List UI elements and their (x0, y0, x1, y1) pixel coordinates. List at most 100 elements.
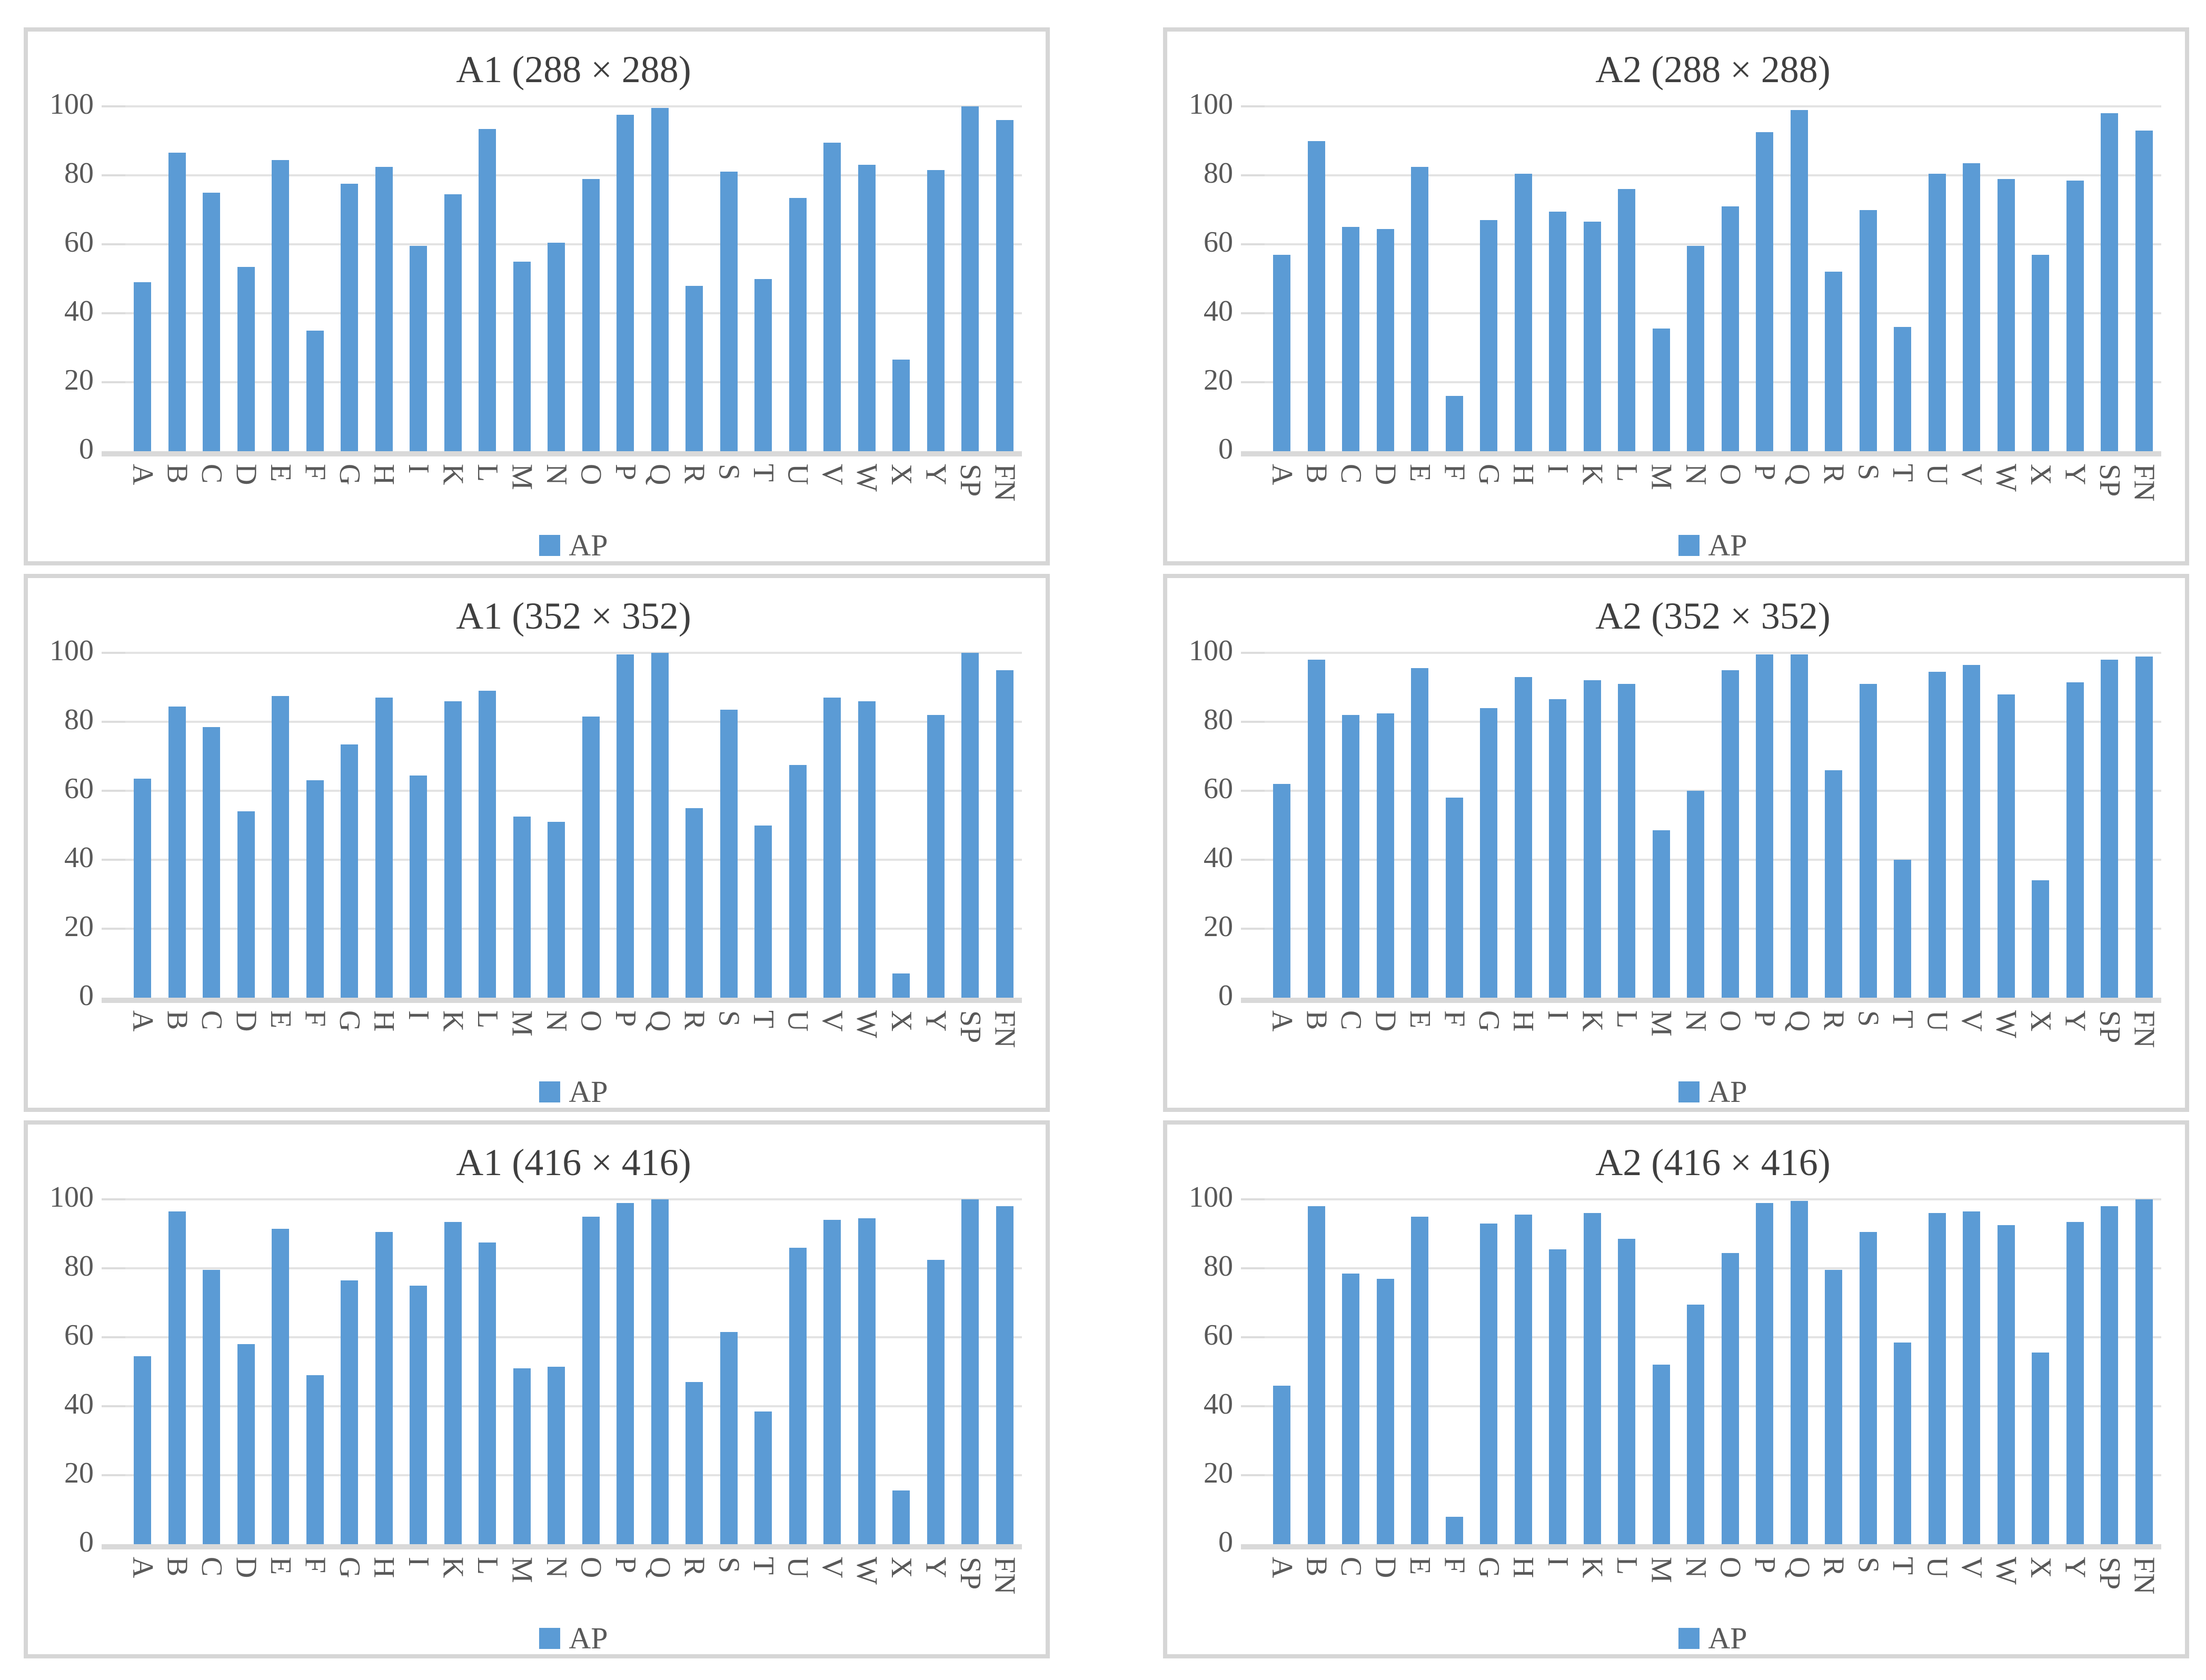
y-axis-tick-label: 80 (1204, 157, 1233, 190)
bar-slot (1954, 106, 1989, 451)
bar-slot (1437, 653, 1472, 998)
x-axis-label: S (1852, 464, 1885, 481)
x-axis-label: C (1334, 464, 1367, 484)
x-axis-label-slot: Y (2058, 1003, 2093, 1076)
x-axis-label: W (850, 1010, 883, 1038)
gridline (1265, 1474, 2161, 1476)
bar-slot (1299, 653, 1334, 998)
bar-slot (194, 653, 229, 998)
x-axis-label-slot: H (367, 456, 402, 529)
bar-slot (919, 1199, 953, 1544)
x-axis-label-slot: E (263, 456, 298, 529)
x-axis-label: F (1438, 1010, 1471, 1027)
x-axis-label: K (436, 464, 470, 485)
x-axis-label: P (609, 464, 642, 481)
bar-slot (953, 1199, 988, 1544)
bar-slot (1713, 106, 1748, 451)
bar-slot (1954, 1199, 1989, 1544)
x-axis-label: R (678, 1557, 711, 1577)
bar-D (1376, 1278, 1394, 1544)
x-axis-label-slot: SP (2092, 1003, 2127, 1076)
x-axis-label: N (540, 1557, 573, 1578)
bar-E (1411, 668, 1429, 998)
y-axis-tick-label: 80 (1204, 1250, 1233, 1283)
gridline (1265, 381, 2161, 383)
gridline (1265, 652, 2161, 654)
bar-L (479, 128, 496, 451)
x-axis-label-slot: C (1334, 1003, 1368, 1076)
bar-X (892, 360, 910, 451)
x-axis-label: F (299, 1010, 332, 1027)
x-axis-label-slot: R (1816, 1003, 1851, 1076)
bar-slot (1989, 653, 2024, 998)
x-axis-label: V (1955, 464, 1988, 485)
y-axis-tick-label: 40 (64, 295, 94, 327)
legend: AP (1265, 529, 2161, 561)
bar-slot (1575, 653, 1610, 998)
bar-N (548, 821, 565, 998)
x-axis-label-slot: G (1472, 1003, 1506, 1076)
bar-slot (2058, 1199, 2093, 1544)
x-axis-label-slot: E (1403, 1003, 1437, 1076)
x-axis-label: R (1817, 1557, 1850, 1577)
bar-slot (1989, 106, 2024, 451)
gridline (125, 1336, 1022, 1338)
y-axis-tick-label: 0 (79, 1526, 94, 1558)
bar-E (1411, 166, 1429, 451)
x-axis-label: Y (919, 464, 952, 485)
gridline (1265, 312, 2161, 314)
bar-R (1825, 770, 1843, 998)
y-axis-tick (102, 652, 125, 654)
x-axis-label-slot: R (677, 1549, 712, 1622)
legend-color-swatch (539, 1081, 561, 1102)
bar-slot (608, 1199, 643, 1544)
x-axis-labels: A B C D E F G H I K L M N O P Q R S T U V W X Y SP FN (1265, 1003, 2161, 1076)
x-axis-label-slot: V (815, 456, 850, 529)
x-axis-label-slot: P (608, 456, 643, 529)
x-axis-label: FN (2128, 1557, 2161, 1595)
bar-P (1756, 654, 1774, 998)
x-axis-label-slot: U (1920, 1003, 1955, 1076)
bar-B (1307, 141, 1325, 451)
x-axis-label: G (1472, 1010, 1505, 1032)
x-axis-label: E (1403, 464, 1436, 482)
bar-slot (815, 1199, 850, 1544)
bar-H (1514, 1215, 1532, 1544)
bar-slot (1368, 1199, 1403, 1544)
bar-slot (2127, 1199, 2162, 1544)
bar-slot (1265, 1199, 1299, 1544)
x-axis-label-slot: G (1472, 1549, 1506, 1622)
x-axis-labels: A B C D E F G H I K L M N O P Q R S T U V W X Y SP FN (125, 1549, 1022, 1622)
x-axis-label-slot: N (1678, 456, 1713, 529)
x-axis-label-slot: F (298, 456, 333, 529)
x-axis-label: P (609, 1557, 642, 1574)
bar-S (720, 710, 738, 998)
bar-O (582, 178, 600, 451)
x-axis-label: F (299, 464, 332, 481)
x-axis-label-slot: Y (919, 1549, 953, 1622)
x-axis-label-slot: X (2023, 1003, 2058, 1076)
x-axis-label: H (1507, 464, 1540, 485)
bar-slot (160, 653, 195, 998)
x-axis-label: D (1369, 1557, 1402, 1578)
bar-SP (961, 106, 979, 451)
x-axis-label: K (436, 1557, 470, 1578)
bar-slot (1644, 653, 1679, 998)
x-axis-label-slot: L (470, 1003, 505, 1076)
x-axis-label-slot: M (1644, 456, 1679, 529)
bar-slot (1541, 106, 1575, 451)
x-axis-label: X (2024, 464, 2057, 485)
bar-slot (1747, 1199, 1782, 1544)
bar-S (720, 1332, 738, 1544)
x-axis-label: L (1610, 1557, 1643, 1575)
plot-area: 0 20 40 60 80 100 (1189, 90, 2161, 464)
x-axis-label-slot: M (505, 1003, 540, 1076)
x-axis-label: K (1576, 464, 1609, 485)
x-axis-label: C (195, 1557, 228, 1577)
legend: AP (125, 1622, 1022, 1654)
bar-slot (401, 653, 436, 998)
bar-SP (961, 653, 979, 998)
bar-series (1265, 106, 2161, 451)
bar-slot (1437, 106, 1472, 451)
bar-E (1411, 1216, 1429, 1544)
